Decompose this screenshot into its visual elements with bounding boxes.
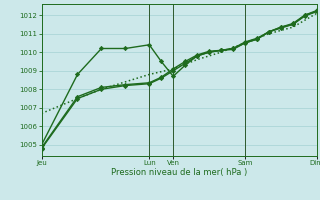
X-axis label: Pression niveau de la mer( hPa ): Pression niveau de la mer( hPa ) [111,168,247,177]
